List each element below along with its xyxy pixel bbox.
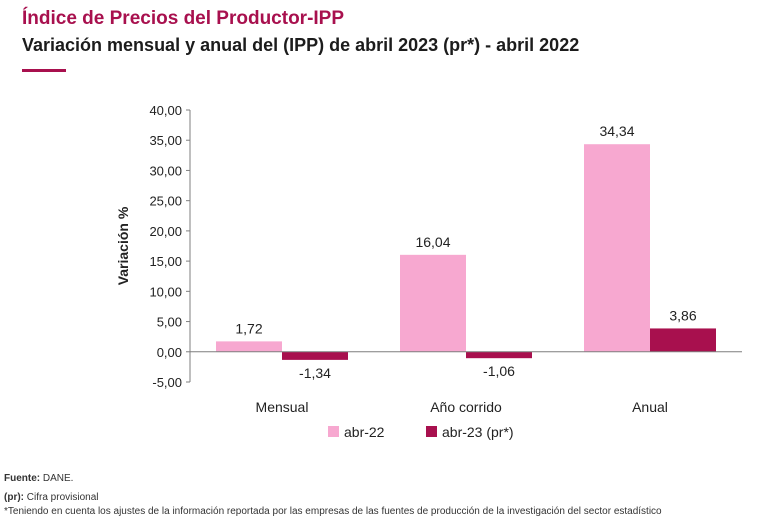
data-label: -1,06 — [483, 363, 515, 379]
source-value: DANE. — [42, 473, 74, 484]
bar-abr-23 — [650, 328, 716, 352]
title-accent-line — [22, 69, 66, 72]
x-category-label: Mensual — [256, 399, 309, 415]
data-label: -1,34 — [299, 365, 331, 381]
provisional-value: Cifra provisional — [26, 492, 99, 503]
y-tick-label: 5,00 — [157, 315, 182, 330]
y-tick-label: 40,00 — [149, 103, 182, 118]
data-label: 1,72 — [235, 320, 262, 336]
provisional-note: (pr): Cifra provisional — [4, 492, 98, 503]
x-category-label: Año corrido — [430, 399, 502, 415]
y-tick-label: 10,00 — [149, 284, 182, 299]
bar-abr-23 — [466, 351, 532, 359]
y-tick-label: -5,00 — [152, 375, 182, 390]
data-label: 16,04 — [415, 234, 450, 250]
y-tick-label: 25,00 — [149, 194, 182, 209]
data-label: 3,86 — [669, 307, 696, 323]
y-tick-label: 20,00 — [149, 224, 182, 239]
bar-abr-22 — [400, 254, 466, 352]
source-label: Fuente: — [4, 473, 41, 484]
legend-swatch — [426, 426, 437, 437]
data-label: 34,34 — [599, 123, 634, 139]
legend-label: abr-23 (pr*) — [442, 424, 514, 440]
provisional-label: (pr): — [4, 492, 24, 503]
bar-abr-22 — [584, 144, 650, 352]
chart-title: Índice de Precios del Productor-IPP — [22, 8, 345, 29]
x-category-label: Anual — [632, 399, 668, 415]
y-tick-label: 0,00 — [157, 345, 182, 360]
y-tick-label: 15,00 — [149, 254, 182, 269]
legend-swatch — [328, 426, 339, 437]
source-note: Fuente: DANE. — [4, 473, 73, 484]
y-axis-label: Variación % — [115, 206, 131, 285]
y-tick-label: 35,00 — [149, 133, 182, 148]
y-tick-label: 30,00 — [149, 163, 182, 178]
bar-abr-23 — [282, 351, 348, 360]
chart-subtitle: Variación mensual y anual del (IPP) de a… — [22, 35, 580, 55]
bar-abr-22 — [216, 341, 282, 352]
legend-label: abr-22 — [344, 424, 385, 440]
bar-chart: 40,00 35,00 30,00 25,00 20,00 15,00 10,00 5,00 0… — [115, 103, 742, 440]
